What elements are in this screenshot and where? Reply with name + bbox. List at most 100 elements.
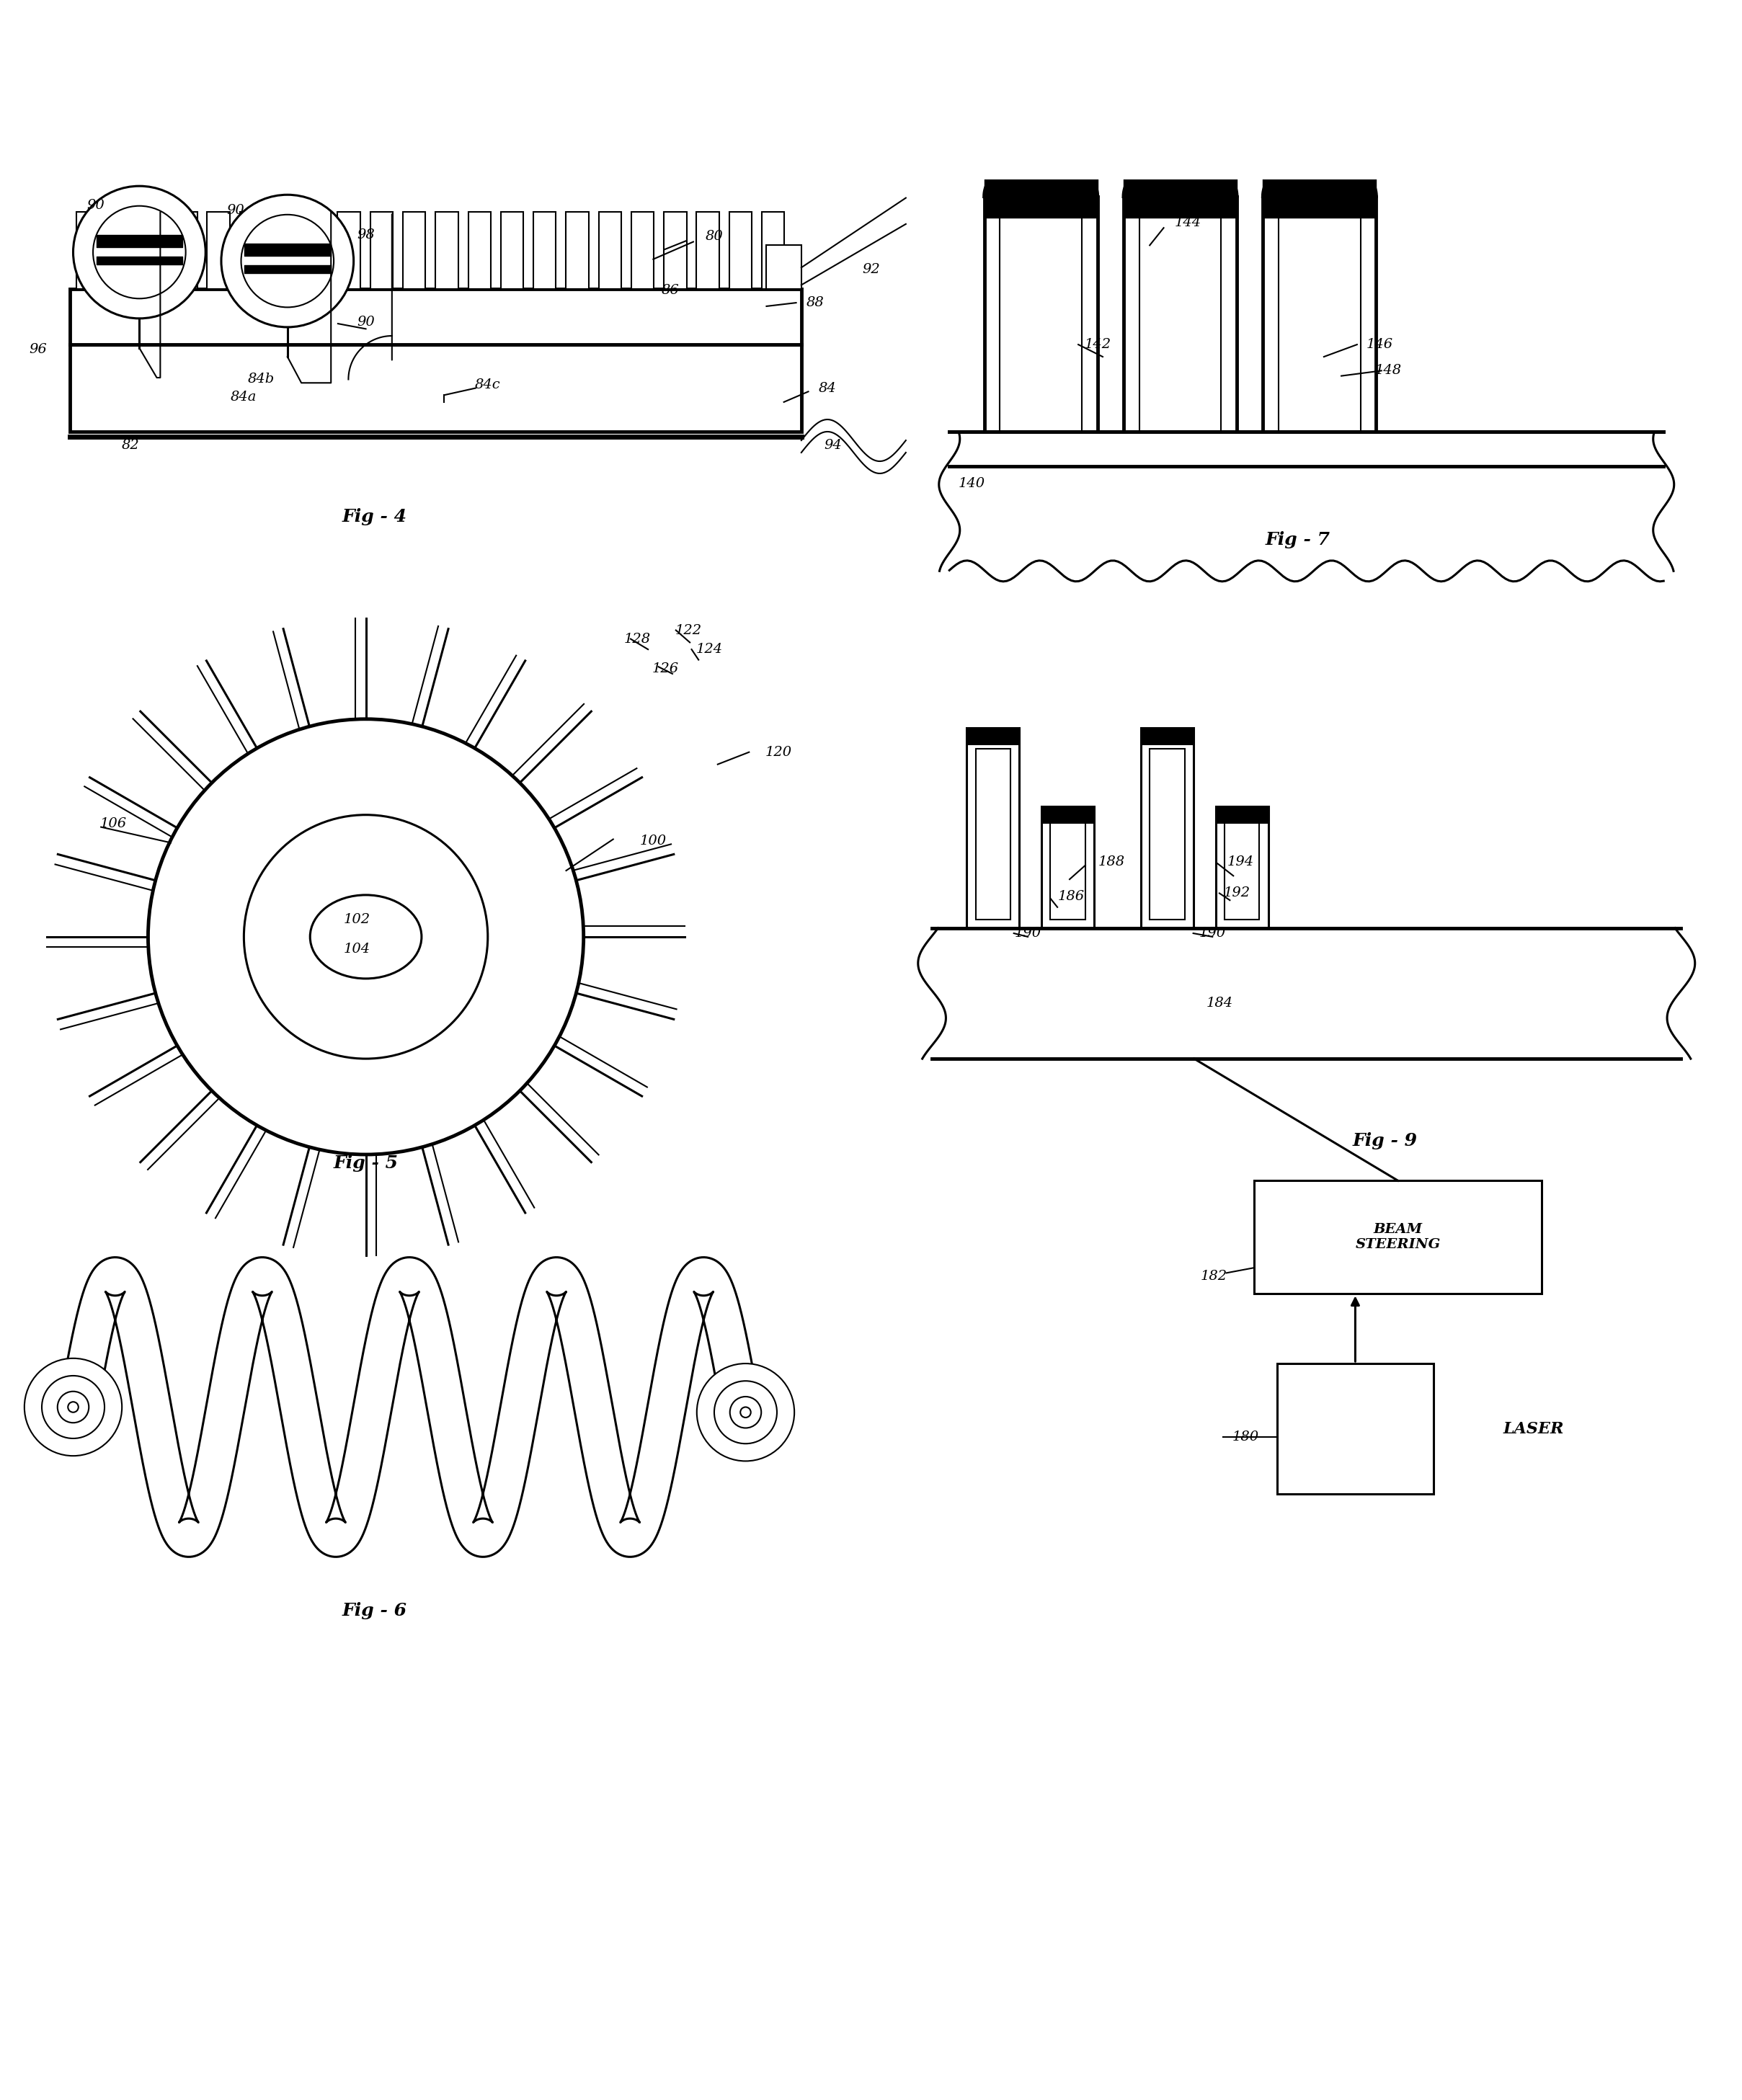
Text: 90: 90	[87, 199, 105, 212]
Bar	[967, 729, 1019, 928]
Bar	[730, 212, 753, 290]
Text: 96: 96	[30, 342, 47, 357]
Text: 102: 102	[343, 913, 371, 926]
Text: 86: 86	[662, 284, 679, 296]
Bar	[70, 290, 801, 344]
Text: 190: 190	[1198, 926, 1226, 941]
Text: 100: 100	[639, 834, 667, 848]
Bar	[371, 212, 394, 290]
Ellipse shape	[310, 895, 422, 979]
Text: 98: 98	[357, 229, 375, 242]
Bar	[631, 212, 653, 290]
Bar	[1150, 750, 1185, 920]
Text: 182: 182	[1200, 1270, 1228, 1283]
Circle shape	[240, 214, 334, 307]
Text: 90: 90	[226, 204, 244, 216]
Text: BEAM
STEERING: BEAM STEERING	[1355, 1224, 1441, 1252]
Bar	[110, 212, 132, 290]
Bar	[500, 212, 523, 290]
Text: 84b: 84b	[247, 374, 275, 386]
Circle shape	[57, 1392, 89, 1424]
Bar	[1141, 729, 1193, 928]
Text: 84: 84	[819, 382, 836, 395]
Text: 144: 144	[1174, 216, 1202, 229]
Circle shape	[148, 718, 584, 1155]
Bar	[1225, 815, 1259, 920]
Text: 124: 124	[695, 643, 723, 655]
Bar	[533, 212, 556, 290]
Text: 148: 148	[1374, 363, 1402, 378]
Bar	[272, 212, 294, 290]
Text: 146: 146	[1366, 338, 1394, 351]
Bar	[1254, 1180, 1542, 1294]
Text: 80: 80	[706, 231, 723, 244]
Bar	[697, 212, 719, 290]
Circle shape	[24, 1359, 122, 1455]
Text: 180: 180	[1232, 1430, 1259, 1443]
Bar	[1216, 806, 1268, 928]
Text: 84c: 84c	[476, 378, 500, 391]
Bar	[664, 212, 686, 290]
Bar	[976, 750, 1010, 920]
Text: 190: 190	[1014, 926, 1042, 941]
Text: Fig - 7: Fig - 7	[1265, 531, 1331, 548]
Text: 128: 128	[624, 632, 652, 645]
Bar	[141, 212, 164, 290]
Bar	[1042, 806, 1094, 823]
Text: 184: 184	[1205, 997, 1233, 1010]
Text: 88: 88	[807, 296, 824, 309]
Bar	[566, 212, 589, 290]
Text: 126: 126	[652, 662, 679, 674]
Text: Fig - 5: Fig - 5	[333, 1155, 399, 1172]
Bar	[207, 212, 230, 290]
Circle shape	[68, 1403, 78, 1413]
Text: 186: 186	[1057, 890, 1085, 903]
Text: 192: 192	[1223, 886, 1251, 899]
Bar	[436, 212, 458, 290]
Text: 84a: 84a	[230, 391, 258, 403]
Text: 104: 104	[343, 943, 371, 955]
Bar	[70, 344, 801, 433]
Bar	[761, 212, 784, 290]
Bar	[1141, 729, 1193, 746]
Text: Fig - 9: Fig - 9	[1352, 1132, 1418, 1149]
Bar	[77, 212, 99, 290]
Text: 94: 94	[824, 439, 841, 452]
Text: 106: 106	[99, 817, 127, 830]
Text: 90: 90	[357, 315, 375, 328]
Circle shape	[244, 815, 488, 1058]
Text: 122: 122	[674, 624, 702, 636]
Circle shape	[740, 1407, 751, 1418]
Text: Fig - 6: Fig - 6	[341, 1602, 408, 1619]
Bar	[1277, 1363, 1434, 1495]
Bar	[766, 246, 801, 290]
Bar	[469, 212, 491, 290]
Bar	[1216, 806, 1268, 823]
Text: Fig - 4: Fig - 4	[341, 508, 408, 525]
Bar	[1050, 815, 1085, 920]
Text: 92: 92	[862, 262, 880, 275]
Text: LASER: LASER	[1503, 1422, 1564, 1436]
Text: 188: 188	[1097, 855, 1125, 869]
Circle shape	[42, 1376, 105, 1438]
Text: 140: 140	[958, 477, 986, 491]
Bar	[402, 212, 425, 290]
Bar	[338, 212, 361, 290]
Bar	[1042, 806, 1094, 928]
Text: 142: 142	[1084, 338, 1111, 351]
Bar	[949, 433, 1664, 571]
Circle shape	[221, 195, 354, 328]
Circle shape	[714, 1382, 777, 1443]
Bar	[967, 729, 1019, 746]
Circle shape	[92, 206, 186, 298]
Circle shape	[73, 187, 206, 319]
Circle shape	[730, 1396, 761, 1428]
Bar	[174, 212, 197, 290]
Circle shape	[697, 1363, 794, 1462]
Text: 194: 194	[1226, 855, 1254, 869]
Text: 82: 82	[122, 439, 139, 452]
Bar	[599, 212, 622, 290]
Bar	[240, 212, 263, 290]
Bar	[305, 212, 327, 290]
Text: 120: 120	[765, 746, 793, 758]
